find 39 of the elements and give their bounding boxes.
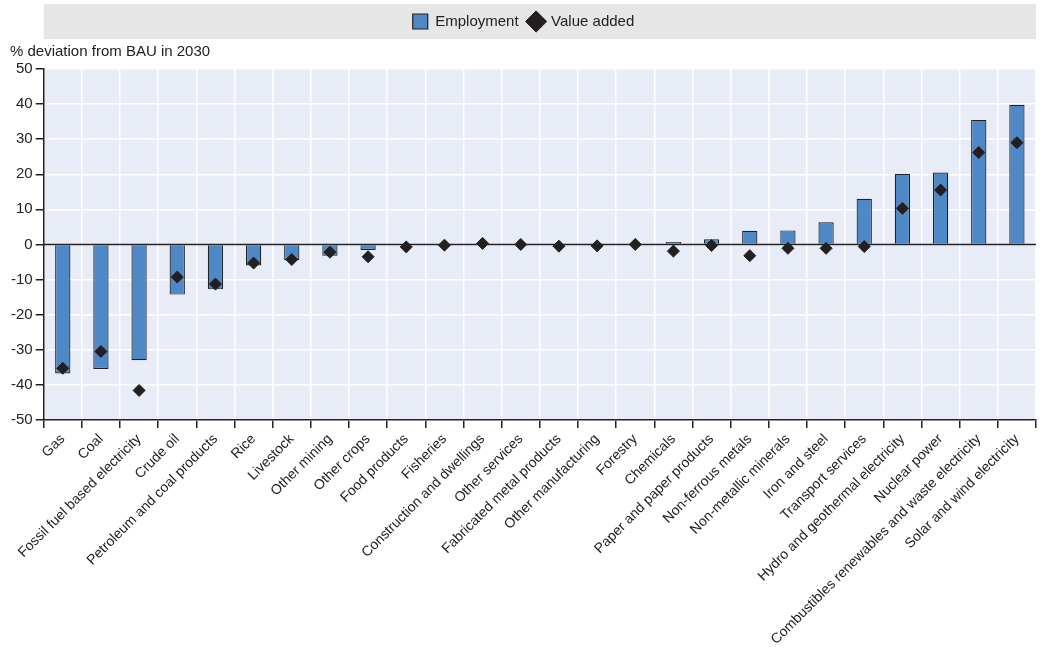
y-tick-label: 50: [15, 59, 33, 77]
y-tick-label: -10: [10, 269, 33, 287]
y-tick-label: 20: [15, 164, 33, 182]
y-tick-label: -50: [10, 410, 33, 428]
point: [476, 236, 490, 250]
point: [132, 383, 146, 397]
y-tick-label: 0: [24, 234, 33, 252]
point: [972, 146, 986, 160]
point: [819, 241, 833, 255]
point: [399, 240, 413, 254]
y-tick-label: 10: [15, 199, 33, 217]
y-tick-label: 30: [15, 129, 33, 147]
point: [934, 183, 948, 197]
point: [552, 239, 566, 253]
point: [514, 237, 528, 251]
legend-label: Employment: [435, 11, 520, 29]
point: [628, 237, 642, 251]
point: [590, 239, 604, 253]
point: [208, 277, 222, 291]
point: [361, 250, 375, 264]
y-tick-label: 40: [15, 94, 33, 112]
y-tick-label: -40: [10, 374, 33, 392]
point: [857, 240, 871, 254]
y-axis-title: % deviation from BAU in 2030: [10, 42, 211, 59]
x-tick-label: Gas: [38, 430, 68, 460]
y-tick-label: -30: [10, 339, 33, 357]
point: [56, 361, 70, 375]
y-tick-label: -20: [10, 304, 33, 322]
point: [247, 256, 261, 270]
point: [1010, 136, 1024, 150]
point: [666, 244, 680, 258]
point: [437, 238, 451, 252]
point: [743, 249, 757, 263]
point: [94, 344, 108, 358]
point: [895, 201, 909, 215]
point: [285, 253, 299, 267]
legend-label: Value added: [551, 11, 635, 29]
point: [781, 241, 795, 255]
point: [705, 239, 719, 252]
